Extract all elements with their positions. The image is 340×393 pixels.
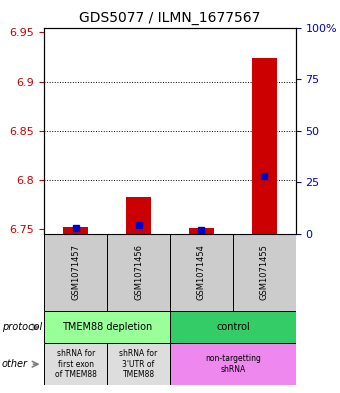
Title: GDS5077 / ILMN_1677567: GDS5077 / ILMN_1677567	[79, 11, 261, 25]
FancyBboxPatch shape	[233, 234, 296, 311]
FancyBboxPatch shape	[170, 343, 296, 385]
Text: GSM1071455: GSM1071455	[260, 244, 269, 300]
FancyBboxPatch shape	[170, 234, 233, 311]
FancyBboxPatch shape	[44, 311, 170, 343]
Text: GSM1071454: GSM1071454	[197, 244, 206, 300]
FancyBboxPatch shape	[44, 234, 107, 311]
FancyBboxPatch shape	[44, 343, 107, 385]
FancyBboxPatch shape	[170, 311, 296, 343]
Text: GSM1071456: GSM1071456	[134, 244, 143, 300]
Text: other: other	[2, 359, 28, 369]
FancyBboxPatch shape	[107, 234, 170, 311]
FancyBboxPatch shape	[107, 343, 170, 385]
Text: shRNA for
3'UTR of
TMEM88: shRNA for 3'UTR of TMEM88	[119, 349, 158, 379]
Text: non-targetting
shRNA: non-targetting shRNA	[205, 354, 261, 374]
Text: shRNA for
first exon
of TMEM88: shRNA for first exon of TMEM88	[55, 349, 97, 379]
Bar	[63, 227, 88, 234]
Text: protocol: protocol	[2, 322, 42, 332]
Bar	[189, 228, 214, 234]
Text: control: control	[216, 322, 250, 332]
Text: TMEM88 depletion: TMEM88 depletion	[62, 322, 152, 332]
Bar	[252, 58, 277, 234]
Bar	[126, 197, 151, 234]
Text: GSM1071457: GSM1071457	[71, 244, 80, 300]
